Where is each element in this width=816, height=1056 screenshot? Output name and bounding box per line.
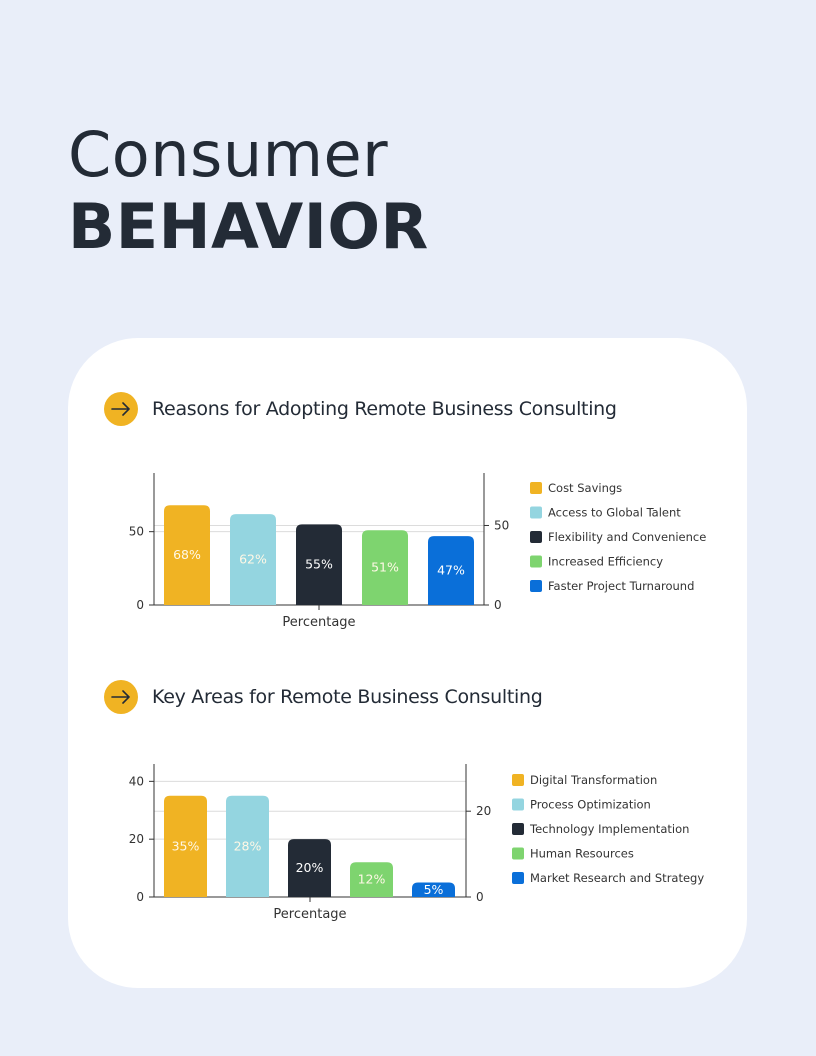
legend-swatch [512, 774, 524, 786]
legend-swatch [530, 580, 542, 592]
bar-increased-efficiency [362, 530, 408, 605]
tick-label-right: 50 [494, 518, 509, 532]
bar-technology-implementation [288, 839, 331, 897]
tick-label-left: 40 [129, 774, 144, 788]
content-card: Reasons for Adopting Remote Business Con… [68, 338, 747, 988]
legend-label: Increased Efficiency [548, 555, 663, 569]
arrow-right-icon [104, 392, 138, 426]
bar-data-label: 20% [296, 860, 324, 875]
bar-data-label: 55% [305, 557, 333, 572]
bar-cost-savings [164, 505, 210, 605]
tick-label-left: 0 [136, 890, 144, 904]
chart-key-areas: 0 20 40 0 20 Percentage 35% Digital Transformat… [129, 764, 704, 922]
page-title-line1: Consumer [68, 118, 389, 191]
legend-label: Flexibility and Convenience [548, 530, 706, 544]
x-axis-label: Percentage [273, 907, 346, 922]
bar-data-label: 5% [424, 882, 444, 897]
bar-flexibility-and-convenience [296, 524, 342, 605]
bar-data-label: 35% [172, 838, 200, 853]
bar-process-optimization [226, 795, 269, 897]
legend-swatch [512, 847, 524, 860]
legend-label: Human Resources [530, 847, 634, 861]
section-title-key-areas: Key Areas for Remote Business Consulting [152, 686, 543, 708]
bar-data-label: 47% [437, 563, 465, 578]
bar-digital-transformation [164, 795, 207, 897]
arrow-right-icon [104, 680, 138, 714]
legend-label: Digital Transformation [530, 773, 657, 787]
section-header-key-areas: Key Areas for Remote Business Consulting [104, 680, 543, 714]
bar-data-label: 62% [239, 552, 267, 567]
tick-label-right: 0 [476, 890, 484, 904]
x-axis-label: Percentage [282, 615, 355, 630]
bar-access-to-global-talent [230, 514, 276, 605]
bar-market-research-and-strategy [412, 882, 455, 897]
legend-swatch [530, 506, 542, 519]
section-header-reasons: Reasons for Adopting Remote Business Con… [104, 392, 617, 426]
legend-swatch [512, 823, 524, 835]
section-title-reasons: Reasons for Adopting Remote Business Con… [152, 398, 617, 420]
bar-data-label: 51% [371, 560, 399, 575]
legend-label: Market Research and Strategy [530, 871, 704, 885]
bar-human-resources [350, 862, 393, 897]
tick-label-right: 20 [476, 804, 491, 818]
tick-label-left: 20 [129, 832, 144, 846]
bar-data-label: 12% [358, 872, 386, 887]
bar-data-label: 28% [234, 838, 262, 853]
tick-label-left: 50 [129, 525, 144, 539]
legend-swatch [512, 798, 524, 811]
bar-data-label: 68% [173, 547, 201, 562]
legend-label: Technology Implementation [529, 822, 689, 836]
legend-swatch [530, 482, 542, 494]
legend-swatch [530, 555, 542, 568]
legend-swatch [530, 531, 542, 543]
tick-label-right: 0 [494, 598, 502, 612]
chart-reasons: 0 50 0 50 Percentage 68% Cost Savings 62% Access… [129, 473, 706, 630]
legend-label: Cost Savings [548, 481, 622, 495]
legend-label: Access to Global Talent [548, 506, 681, 520]
page-title-line2: BEHAVIOR [68, 190, 429, 263]
tick-label-left: 0 [136, 598, 144, 612]
legend-swatch [512, 872, 524, 884]
legend-label: Faster Project Turnaround [548, 579, 694, 593]
bar-faster-project-turnaround [428, 536, 474, 605]
legend-label: Process Optimization [530, 798, 651, 812]
